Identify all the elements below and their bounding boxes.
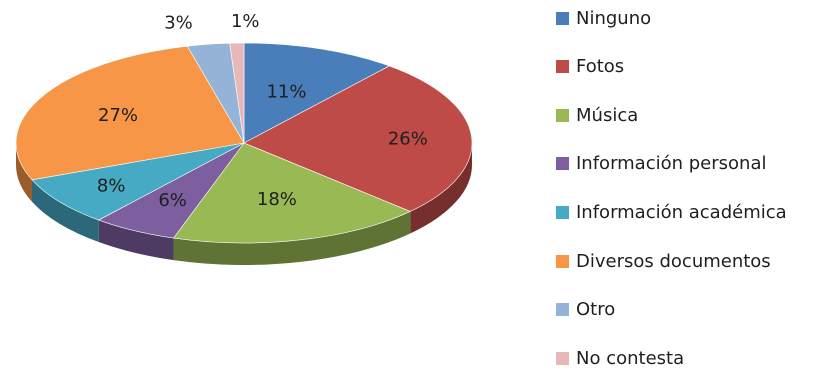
pie-slice-side-1 (410, 143, 472, 234)
legend-label: Diversos documentos (576, 250, 771, 272)
legend-item: Fotos (556, 55, 624, 79)
legend-label: Música (576, 104, 639, 126)
pie-slice-2 (173, 142, 411, 244)
data-label-2: 18% (257, 189, 297, 210)
legend-label: Ninguno (576, 7, 652, 29)
legend-item: Información personal (556, 152, 767, 176)
pie-slice-side-3 (98, 220, 174, 261)
legend-item: Diversos documentos (556, 249, 771, 273)
legend-item: Otro (556, 298, 615, 322)
legend-swatch (556, 157, 569, 171)
legend-label: Información personal (576, 153, 767, 175)
pie-slice-1 (243, 65, 473, 212)
pie-data-labels: 11% 26% 18% 6% 8% 27% 3% 1% (97, 11, 428, 211)
pie-slice-7 (229, 42, 245, 144)
legend-swatch (556, 11, 569, 25)
legend-swatch (556, 254, 569, 268)
legend-item: Información académica (556, 200, 787, 224)
data-label-5: 27% (98, 105, 138, 126)
pie-slice-5 (15, 45, 245, 181)
data-label-3: 6% (158, 190, 187, 211)
legend-label: Fotos (576, 56, 625, 78)
legend-swatch (556, 60, 569, 74)
data-label-6: 3% (164, 13, 193, 34)
legend-item: Música (556, 103, 638, 127)
legend-swatch (556, 108, 569, 122)
data-label-4: 8% (97, 175, 126, 196)
legend-item: No contesta (556, 346, 684, 370)
legend-label: Otro (576, 299, 616, 321)
pie-slice-side-4 (32, 179, 99, 243)
legend-swatch (556, 205, 569, 219)
legend-label: No contesta (576, 347, 685, 369)
data-label-1: 26% (388, 128, 428, 149)
pie-slice-0 (243, 42, 391, 144)
legend-label: Información académica (576, 201, 787, 223)
pie-slice-side-2 (173, 211, 411, 265)
pie-3d-sides (15, 143, 472, 265)
data-label-7: 1% (231, 11, 260, 32)
legend-swatch (556, 351, 569, 365)
pie-slice-4 (31, 142, 245, 221)
data-label-0: 11% (266, 81, 306, 102)
legend-item: Ninguno (556, 6, 651, 30)
pie-slices (15, 42, 473, 244)
pie-slice-side-5 (15, 143, 33, 202)
legend-swatch (556, 303, 569, 317)
